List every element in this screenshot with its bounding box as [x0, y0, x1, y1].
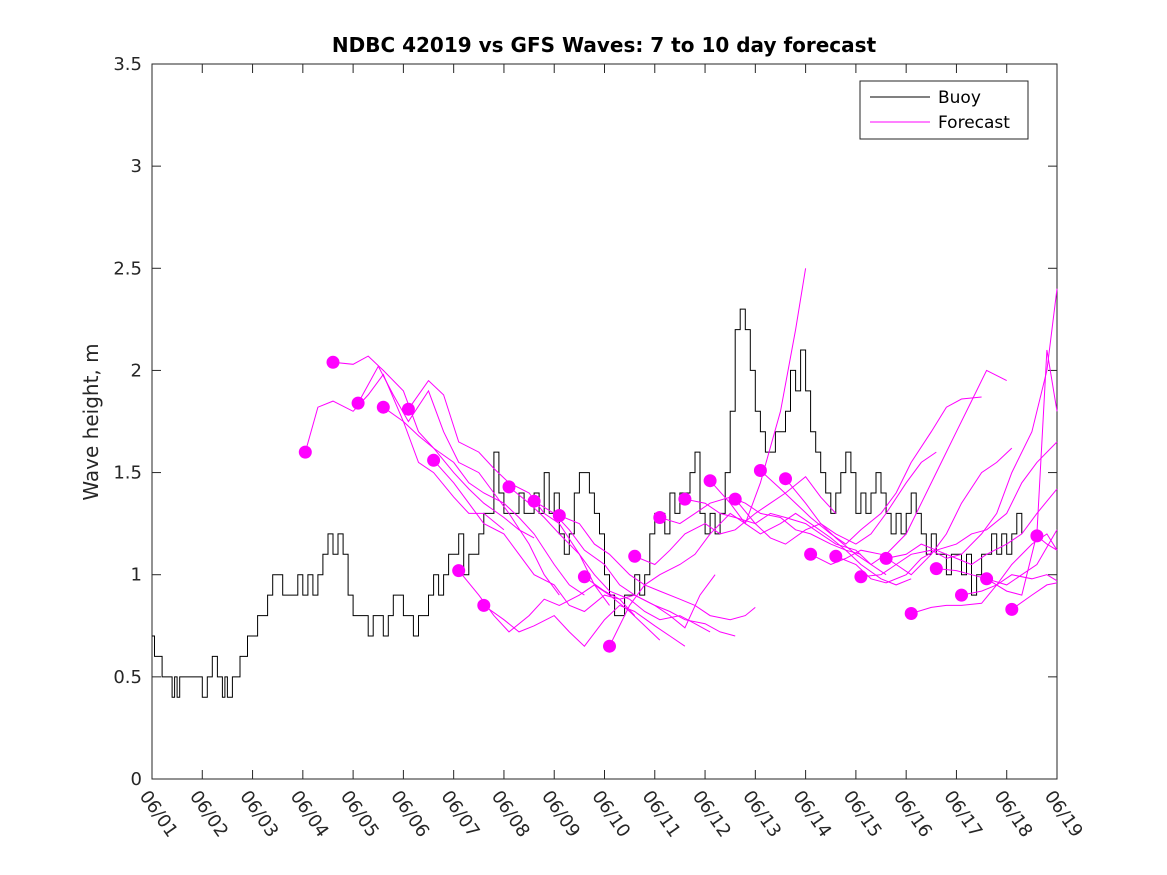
x-tick-label: 06/11	[638, 787, 685, 842]
forecast-start-marker	[678, 492, 692, 506]
x-tick-label: 06/17	[939, 787, 986, 842]
legend-buoy-label: Buoy	[938, 88, 981, 108]
forecast-start-marker	[298, 445, 312, 459]
forecast-start-marker	[376, 400, 390, 414]
x-tick-label: 06/10	[587, 787, 634, 842]
forecast-line	[508, 486, 711, 633]
forecast-line	[584, 574, 716, 629]
forecast-start-marker	[1030, 529, 1044, 543]
forecast-start-marker	[1005, 602, 1019, 616]
x-tick-label: 06/14	[789, 787, 836, 842]
forecast-start-marker	[804, 547, 818, 561]
x-tick-label: 06/18	[990, 787, 1037, 842]
plot-area	[151, 63, 1058, 780]
forecast-start-marker	[502, 480, 516, 494]
x-tick-label: 06/12	[688, 787, 735, 842]
forecast-line	[659, 496, 862, 555]
chart-title: NDBC 42019 vs GFS Waves: 7 to 10 day for…	[332, 33, 877, 57]
x-tick-label: 06/13	[738, 787, 785, 842]
y-tick-label: 3.5	[113, 54, 142, 75]
x-tick-label: 06/07	[437, 787, 484, 842]
forecast-line	[483, 604, 686, 647]
legend-forecast-label: Forecast	[938, 113, 1010, 133]
forecast-line	[559, 515, 756, 621]
x-tick-label: 06/09	[537, 787, 584, 842]
x-tick-label: 06/05	[336, 787, 383, 842]
forecast-start-marker	[326, 355, 340, 369]
forecast-start-marker	[854, 570, 868, 584]
x-tick-label: 06/16	[889, 787, 936, 842]
forecast-start-marker	[904, 607, 918, 620]
forecast-start-marker	[401, 402, 415, 416]
forecast-start-marker	[728, 492, 742, 506]
forecast-start-marker	[427, 453, 441, 467]
y-tick-label: 2.5	[113, 258, 142, 279]
forecast-start-marker	[628, 549, 642, 563]
y-tick-label: 2	[131, 360, 142, 381]
y-tick-label: 3	[131, 156, 142, 177]
forecast-line	[433, 459, 636, 616]
forecast-start-marker	[980, 572, 994, 586]
forecast-start-marker	[929, 562, 943, 576]
y-tick-label: 0.5	[113, 667, 142, 688]
forecast-line	[835, 441, 1058, 584]
x-tick-label: 06/03	[235, 787, 282, 842]
legend: Buoy Forecast	[859, 80, 1029, 140]
x-tick-label: 06/15	[839, 787, 886, 842]
forecast-line	[785, 369, 1007, 566]
forecast-line	[936, 529, 1058, 586]
y-tick-label: 0	[131, 769, 142, 790]
forecast-line	[1011, 582, 1058, 610]
forecast-line	[709, 480, 912, 586]
forecast-start-marker	[703, 474, 717, 488]
data-layer	[152, 268, 1058, 698]
forecast-line	[634, 475, 837, 566]
forecast-start-marker	[452, 564, 466, 578]
forecast-line	[860, 288, 1058, 578]
forecast-line	[734, 451, 937, 545]
forecast-line	[986, 349, 1058, 596]
x-tick-label: 06/06	[386, 787, 433, 842]
forecast-line	[961, 574, 1058, 596]
forecast-start-marker	[753, 464, 767, 477]
forecast-start-marker	[577, 570, 591, 584]
y-tick-label: 1.5	[113, 463, 142, 484]
y-axis-label: Wave height, m	[79, 343, 103, 500]
buoy-line	[152, 308, 1023, 698]
legend-box	[859, 80, 1029, 140]
forecast-start-marker	[477, 598, 491, 612]
x-tick-label: 06/01	[135, 787, 182, 842]
x-tick-label: 06/08	[487, 787, 534, 842]
forecast-line	[886, 488, 1058, 566]
forecast-line	[609, 268, 807, 647]
forecast-line	[684, 498, 887, 576]
x-tick-label: 06/04	[286, 787, 333, 842]
forecast-start-marker	[527, 494, 541, 508]
forecast-line	[760, 396, 982, 545]
forecast-start-marker	[779, 472, 792, 486]
y-tick-label: 1	[131, 565, 142, 586]
forecast-line	[383, 406, 585, 596]
forecast-start-marker	[603, 639, 616, 653]
forecast-start-marker	[955, 588, 968, 602]
x-tick-label: 06/02	[185, 787, 232, 842]
x-tick-label: 06/19	[1040, 787, 1087, 842]
forecast-start-marker	[829, 549, 843, 563]
forecast-start-marker	[653, 511, 667, 524]
forecast-start-marker	[351, 396, 365, 410]
forecast-line	[810, 447, 1013, 576]
forecast-start-marker	[552, 509, 566, 522]
forecast-line	[357, 365, 560, 596]
forecast-line	[458, 570, 661, 641]
forecast-start-marker	[879, 551, 893, 565]
